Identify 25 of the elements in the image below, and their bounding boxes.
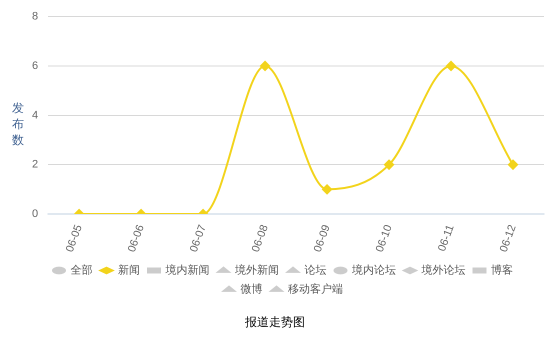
x-tick-label: 06-05: [64, 223, 85, 254]
y-tick-label: 0: [32, 208, 38, 220]
y-tick-label: 6: [32, 60, 38, 72]
legend-label: 移动客户端: [288, 282, 343, 296]
legend-label: 全部: [70, 263, 92, 276]
legend-label: 博客: [491, 263, 513, 276]
legend-label: 论坛: [304, 263, 326, 276]
x-tick-label: 06-07: [188, 223, 209, 254]
x-tick-label: 06-08: [250, 223, 271, 254]
x-tick-label: 06-09: [312, 223, 333, 254]
x-tick-label: 06-12: [498, 223, 519, 254]
text: 报道走势图: [244, 314, 306, 331]
legend-label: 新闻: [118, 263, 140, 276]
y-tick-label: 8: [32, 10, 38, 23]
legend-label: 微博: [240, 282, 262, 296]
x-tick-label: 06-10: [374, 223, 395, 254]
y-axis-title: 发布数: [12, 100, 25, 148]
y-tick-label: 4: [32, 109, 38, 122]
x-tick-label: 06-11: [436, 223, 457, 254]
legend-label: 境内新闻: [164, 263, 210, 276]
legend-label: 境外新闻: [234, 263, 279, 276]
legend-label: 境内论坛: [351, 263, 396, 276]
x-tick-label: 06-06: [126, 223, 147, 254]
y-tick-label: 2: [32, 158, 38, 171]
legend-label: 境外论坛: [420, 263, 466, 276]
